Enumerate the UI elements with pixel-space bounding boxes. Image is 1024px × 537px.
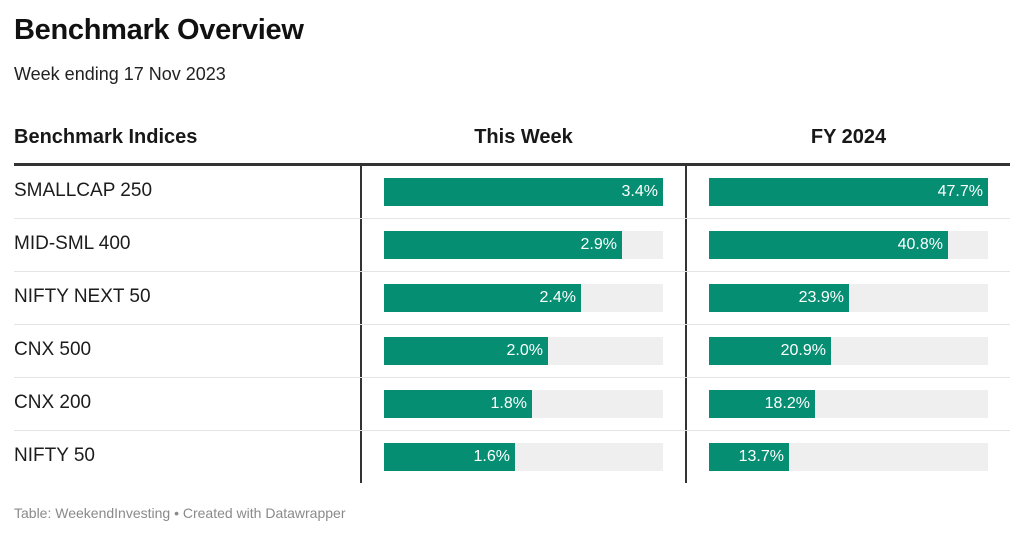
- fy2024-bar: 18.2%: [709, 390, 815, 418]
- fy2024-bar-track: 23.9%: [709, 284, 988, 312]
- table-row: CNX 200 1.8% 18.2%: [14, 378, 1010, 431]
- this-week-value-label: 2.9%: [580, 236, 617, 253]
- table-body: SMALLCAP 250 3.4% 47.7% MID-SML 400 2.9% 40.8…: [14, 166, 1010, 483]
- fy2024-bar-track: 18.2%: [709, 390, 988, 418]
- this-week-value-label: 1.6%: [473, 448, 510, 465]
- fy2024-bar-track: 47.7%: [709, 178, 988, 206]
- fy2024-value-label: 13.7%: [738, 448, 784, 465]
- this-week-value-label: 2.0%: [506, 342, 543, 359]
- column-header-indices: Benchmark Indices: [14, 126, 198, 148]
- this-week-bar-track: 1.6%: [384, 443, 663, 471]
- fy2024-value-label: 23.9%: [798, 289, 844, 306]
- index-name: NIFTY NEXT 50: [14, 286, 151, 307]
- this-week-value-label: 3.4%: [621, 183, 658, 200]
- fy2024-value-label: 40.8%: [897, 236, 943, 253]
- fy2024-bar-track: 40.8%: [709, 231, 988, 259]
- table-row: CNX 500 2.0% 20.9%: [14, 325, 1010, 378]
- this-week-bar: 2.0%: [384, 337, 548, 365]
- fy2024-value-label: 20.9%: [780, 342, 826, 359]
- this-week-bar: 1.8%: [384, 390, 532, 418]
- fy2024-bar-track: 20.9%: [709, 337, 988, 365]
- fy2024-bar: 13.7%: [709, 443, 789, 471]
- table-row: SMALLCAP 250 3.4% 47.7%: [14, 166, 1010, 219]
- fy2024-bar-track: 13.7%: [709, 443, 988, 471]
- table-row: MID-SML 400 2.9% 40.8%: [14, 219, 1010, 272]
- table-footer: Table: WeekendInvesting • Created with D…: [14, 505, 346, 521]
- this-week-bar: 1.6%: [384, 443, 515, 471]
- this-week-bar: 3.4%: [384, 178, 663, 206]
- fy2024-bar: 23.9%: [709, 284, 849, 312]
- column-header-this-week: This Week: [474, 126, 573, 148]
- this-week-value-label: 2.4%: [539, 289, 576, 306]
- this-week-bar-track: 1.8%: [384, 390, 663, 418]
- this-week-bar-track: 2.9%: [384, 231, 663, 259]
- this-week-bar-track: 2.4%: [384, 284, 663, 312]
- this-week-bar: 2.4%: [384, 284, 581, 312]
- chart-subtitle: Week ending 17 Nov 2023: [14, 64, 226, 84]
- fy2024-value-label: 47.7%: [937, 183, 983, 200]
- this-week-value-label: 1.8%: [490, 395, 527, 412]
- benchmark-table: Benchmark Indices This Week FY 2024 SMAL…: [14, 116, 1010, 483]
- this-week-bar: 2.9%: [384, 231, 622, 259]
- index-name: SMALLCAP 250: [14, 180, 153, 201]
- table-row: NIFTY 50 1.6% 13.7%: [14, 431, 1010, 483]
- chart-title: Benchmark Overview: [14, 14, 304, 46]
- this-week-bar-track: 3.4%: [384, 178, 663, 206]
- index-name: NIFTY 50: [14, 445, 95, 466]
- table-row: NIFTY NEXT 50 2.4% 23.9%: [14, 272, 1010, 325]
- fy2024-bar: 20.9%: [709, 337, 831, 365]
- fy2024-bar: 47.7%: [709, 178, 988, 206]
- column-header-fy2024: FY 2024: [810, 126, 887, 148]
- index-name: MID-SML 400: [14, 233, 131, 254]
- fy2024-value-label: 18.2%: [764, 395, 810, 412]
- fy2024-bar: 40.8%: [709, 231, 948, 259]
- table-header: Benchmark Indices This Week FY 2024: [14, 116, 1010, 166]
- index-name: CNX 500: [14, 339, 92, 360]
- index-name: CNX 200: [14, 392, 92, 413]
- this-week-bar-track: 2.0%: [384, 337, 663, 365]
